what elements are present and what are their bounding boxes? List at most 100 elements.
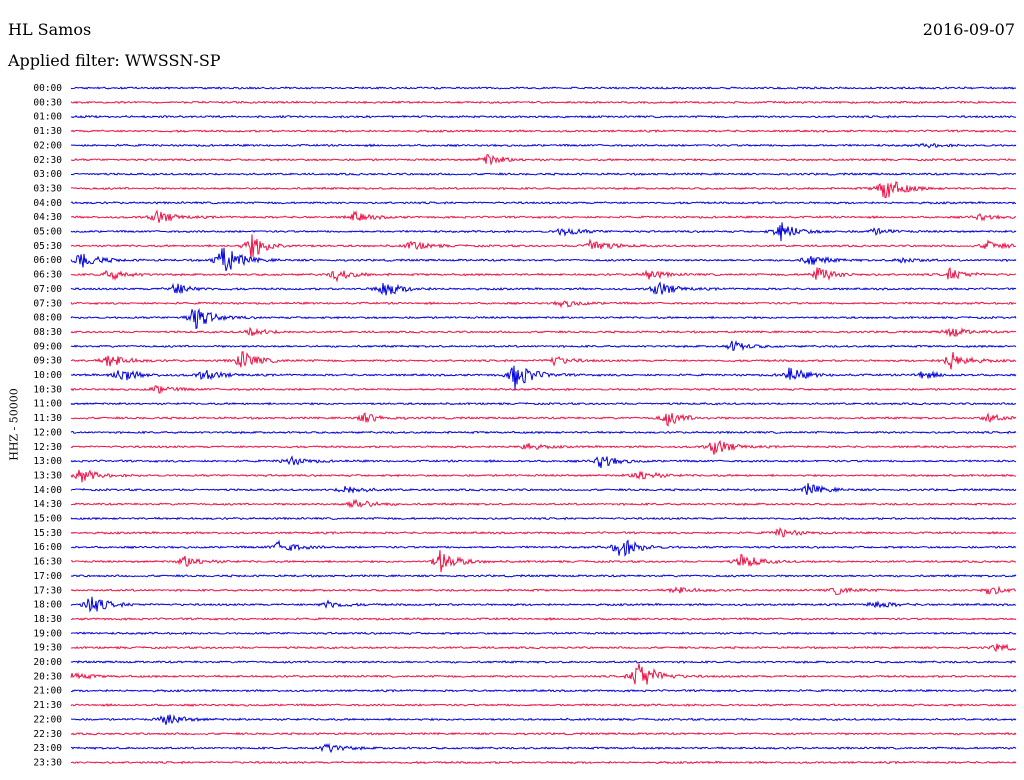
- trace-line: [70, 573, 1017, 578]
- trace-line: [70, 114, 1017, 119]
- trace-line: [70, 267, 1017, 283]
- trace-line: [70, 455, 1017, 469]
- trace-line: [70, 430, 1017, 435]
- trace-line: [70, 142, 1017, 149]
- trace-line: [70, 385, 1017, 394]
- trace-line: [70, 439, 1017, 455]
- time-tick-label: 23:30: [33, 757, 62, 768]
- trace-line: [70, 247, 1017, 272]
- trace-line: [70, 209, 1017, 223]
- time-tick-label: 20:30: [33, 671, 62, 682]
- trace-line: [70, 129, 1017, 134]
- trace-line: [70, 688, 1017, 693]
- time-tick-label: 18:00: [33, 600, 62, 611]
- time-tick-label: 02:00: [33, 140, 62, 151]
- trace-line: [70, 643, 1017, 653]
- trace-line: [70, 550, 1017, 573]
- station-title: HL Samos: [8, 20, 92, 39]
- time-tick-label: 13:30: [33, 470, 62, 481]
- time-tick-label: 06:30: [33, 270, 62, 281]
- time-tick-label: 06:00: [33, 255, 62, 266]
- trace-line: [70, 526, 1017, 538]
- time-tick-label: 22:00: [33, 714, 62, 725]
- trace-line: [70, 412, 1017, 427]
- trace-line: [70, 100, 1017, 105]
- time-tick-label: 08:30: [33, 327, 62, 338]
- time-tick-label: 20:00: [33, 657, 62, 668]
- time-tick-label: 04:30: [33, 212, 62, 223]
- trace-line: [70, 469, 1017, 483]
- trace-line: [70, 760, 1017, 765]
- time-tick-label: 10:30: [33, 384, 62, 395]
- trace-line: [70, 365, 1017, 390]
- time-tick-label: 14:30: [33, 499, 62, 510]
- time-tick-label: 12:30: [33, 442, 62, 453]
- time-tick-label: 09:30: [33, 356, 62, 367]
- trace-line: [70, 742, 1017, 754]
- time-tick-label: 07:30: [33, 298, 62, 309]
- trace-line: [70, 181, 1017, 198]
- time-tick-label: 03:00: [33, 169, 62, 180]
- trace-line: [70, 172, 1017, 176]
- time-tick-label: 17:30: [33, 585, 62, 596]
- time-tick-label: 04:00: [33, 198, 62, 209]
- trace-line: [70, 483, 1017, 495]
- time-tick-label: 08:00: [33, 313, 62, 324]
- time-tick-label: 21:30: [33, 700, 62, 711]
- trace-line: [70, 660, 1017, 664]
- trace-line: [70, 498, 1017, 509]
- time-tick-label: 18:30: [33, 614, 62, 625]
- trace-line: [70, 307, 1017, 330]
- time-tick-label: 19:00: [33, 628, 62, 639]
- time-tick-label: 05:30: [33, 241, 62, 252]
- trace-line: [70, 154, 1017, 166]
- time-tick-label: 09:00: [33, 341, 62, 352]
- date-label: 2016-09-07: [922, 20, 1015, 39]
- time-tick-label: 15:30: [33, 528, 62, 539]
- time-tick-label: 11:00: [33, 399, 62, 410]
- time-tick-label: 15:00: [33, 514, 62, 525]
- trace-line: [70, 281, 1017, 296]
- time-tick-label: 22:30: [33, 729, 62, 740]
- time-tick-label: 17:00: [33, 571, 62, 582]
- trace-line: [70, 401, 1017, 406]
- time-tick-label: 21:00: [33, 686, 62, 697]
- trace-line: [70, 222, 1017, 242]
- trace-line: [70, 516, 1017, 521]
- trace-line: [70, 714, 1017, 725]
- filter-label: Applied filter: WWSSN-SP: [8, 51, 221, 70]
- trace-line: [70, 596, 1017, 613]
- trace-line: [70, 351, 1017, 370]
- time-tick-label: 01:00: [33, 112, 62, 123]
- time-tick-label: 11:30: [33, 413, 62, 424]
- trace-line: [70, 616, 1017, 621]
- trace-line: [70, 585, 1017, 595]
- time-tick-label: 03:30: [33, 183, 62, 194]
- time-tick-label: 13:00: [33, 456, 62, 467]
- time-tick-label: 00:30: [33, 97, 62, 108]
- time-tick-label: 01:30: [33, 126, 62, 137]
- time-tick-label: 14:00: [33, 485, 62, 496]
- trace-line: [70, 234, 1017, 259]
- trace-line: [70, 663, 1017, 685]
- trace-line: [70, 539, 1017, 557]
- trace-line: [70, 631, 1017, 636]
- trace-line: [70, 86, 1017, 90]
- trace-line: [70, 326, 1017, 338]
- time-tick-label: 12:00: [33, 427, 62, 438]
- trace-line: [70, 731, 1017, 736]
- time-tick-label: 16:30: [33, 557, 62, 568]
- time-tick-label: 23:00: [33, 743, 62, 754]
- time-tick-label: 10:00: [33, 370, 62, 381]
- time-tick-label: 07:00: [33, 284, 62, 295]
- trace-line: [70, 200, 1017, 205]
- time-tick-label: 19:30: [33, 643, 62, 654]
- trace-line: [70, 339, 1017, 352]
- time-tick-label: 00:00: [33, 83, 62, 94]
- time-tick-label: 05:00: [33, 227, 62, 238]
- time-tick-label: 02:30: [33, 155, 62, 166]
- time-tick-label: 16:00: [33, 542, 62, 553]
- trace-line: [70, 703, 1017, 708]
- trace-line: [70, 300, 1017, 309]
